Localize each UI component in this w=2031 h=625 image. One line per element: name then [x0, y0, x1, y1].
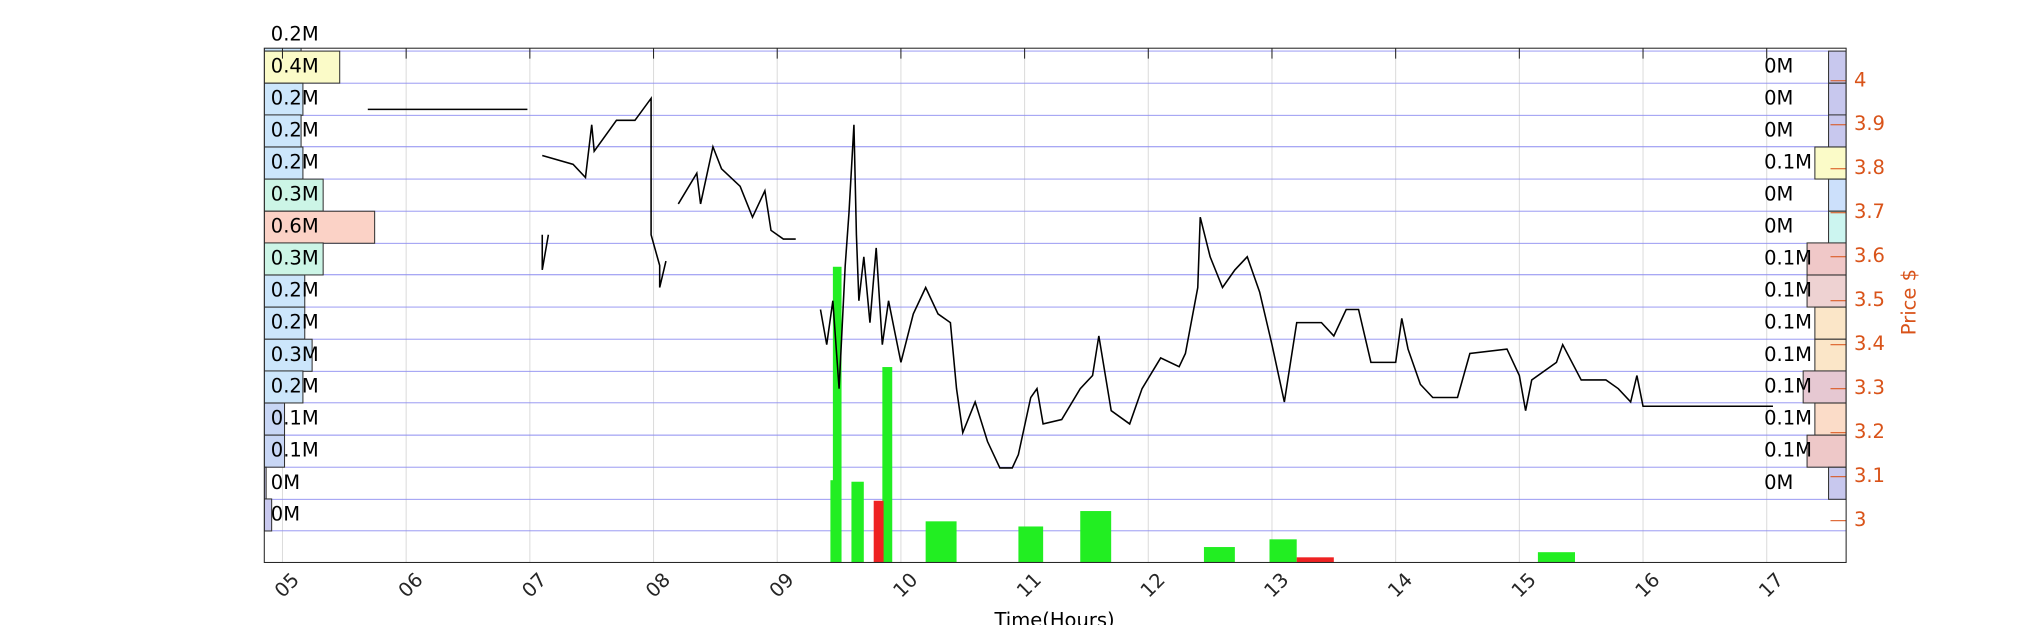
profile-bar [1802, 370, 1847, 404]
profile-label: 0M [1764, 215, 1793, 238]
profile-bar [264, 498, 273, 532]
profile-label: 0.2M [271, 151, 319, 174]
profile-bar [1828, 178, 1847, 212]
x-tick-label: 10 [888, 568, 922, 602]
y2-tick-label: 3.1 [1854, 464, 1885, 487]
y2-tick-label: 3.7 [1854, 200, 1885, 223]
profile-label: 0M [271, 471, 300, 494]
volume-bar [832, 266, 842, 563]
profile-label: 0.1M [1764, 311, 1812, 334]
profile-bar [264, 306, 306, 340]
profile-label: 0.6M [271, 215, 319, 238]
y2-tick-label: 3.4 [1854, 332, 1885, 355]
volume-bar [1296, 557, 1334, 563]
profile-label: 0M [1764, 471, 1793, 494]
grid [264, 48, 1847, 563]
profile-label: 0.1M [1764, 246, 1812, 269]
profile-bar [1814, 146, 1847, 180]
y2-axis-label: Price $ [1897, 269, 1920, 335]
x-tick-label: 11 [1012, 568, 1046, 602]
profile-label: 0.3M [271, 246, 319, 269]
profile-label: 0.2M [271, 118, 319, 141]
x-tick-label: 17 [1754, 568, 1788, 602]
profile-label: 0M [1764, 87, 1793, 110]
profile-bar [264, 210, 376, 244]
profile-label: 0M [1764, 118, 1793, 141]
profile-label: 0.1M [1764, 407, 1812, 430]
profile-label: 0.2M [271, 311, 319, 334]
profile-bar [1828, 82, 1847, 116]
volume-bar [873, 500, 884, 563]
volume-bar [1018, 526, 1044, 563]
y2-tick-label: 4 [1854, 68, 1866, 91]
profile-label: 0.1M [1764, 343, 1812, 366]
plot [264, 48, 1847, 563]
x-tick-label: 12 [1136, 568, 1170, 602]
profile-label: 0M [1764, 55, 1793, 78]
profile-bar [264, 274, 306, 308]
x-tick-label: 15 [1507, 568, 1541, 602]
y2-tick-label: 3 [1854, 508, 1866, 531]
volume-bar [1203, 547, 1235, 563]
profile-label: 0.1M [271, 407, 319, 430]
y2-tick-label: 3.8 [1854, 156, 1885, 179]
profile-bar [264, 242, 324, 276]
x-tick-label: 09 [765, 568, 799, 602]
profile-label: 0.1M [1764, 151, 1812, 174]
profile-bar [1814, 306, 1847, 340]
plot-area [264, 48, 1847, 563]
x-tick-label: 13 [1260, 568, 1294, 602]
x-tick-label: 08 [641, 568, 675, 602]
profile-bar [1828, 50, 1847, 84]
y2-tick-label: 3.6 [1854, 244, 1885, 267]
profile-bar [1828, 114, 1847, 148]
profile-bar [264, 146, 304, 180]
profile-label: 0.1M [1764, 279, 1812, 302]
profile-bar [1806, 274, 1847, 308]
profile-bar [1814, 402, 1847, 436]
volume-bar [882, 367, 893, 563]
x-tick-label: 07 [517, 568, 551, 602]
x-tick-label: 05 [270, 568, 304, 602]
profile-label: 0.1M [1764, 374, 1812, 397]
volume-bar [851, 481, 864, 563]
y2-tick-label: 3.3 [1854, 376, 1885, 399]
volume-bar [1537, 552, 1576, 563]
axes-frame [263, 47, 1847, 563]
profile-bar [1814, 338, 1847, 372]
profile-bar [1806, 434, 1847, 468]
profile-label: 0.1M [271, 439, 319, 462]
x-tick-label: 14 [1383, 568, 1417, 602]
profile-label: 0.2M [271, 374, 319, 397]
profile-label: 0.4M [271, 55, 319, 78]
profile-label: 0.1M [1764, 439, 1812, 462]
profile-bar [264, 370, 304, 404]
profile-bar [264, 434, 286, 468]
volume-bar [1269, 539, 1297, 563]
x-tick-label: 16 [1631, 568, 1665, 602]
volume-bar [1080, 511, 1112, 563]
volume-bar [925, 521, 957, 563]
x-axis-label: Time(Hours) [993, 609, 1114, 625]
profile-bar [1828, 466, 1847, 500]
y2-tick-label: 3.5 [1854, 288, 1885, 311]
price-line [367, 95, 1773, 469]
y2-tick-label: 3.9 [1854, 112, 1885, 135]
profile-bar [264, 338, 313, 372]
profile-label: 0.2M [271, 23, 319, 46]
x-tick-label: 06 [394, 568, 428, 602]
profile-label: 0.2M [271, 279, 319, 302]
profile-bar [1806, 242, 1847, 276]
profile-label: 0.3M [271, 183, 319, 206]
profile-bar [264, 178, 324, 212]
profile-label: 0.2M [271, 87, 319, 110]
profile-label: 0M [1764, 183, 1793, 206]
profile-bar [1828, 210, 1847, 244]
profile-label: 0M [271, 502, 300, 525]
profile-label: 0.3M [271, 343, 319, 366]
y2-tick-label: 3.2 [1854, 420, 1885, 443]
